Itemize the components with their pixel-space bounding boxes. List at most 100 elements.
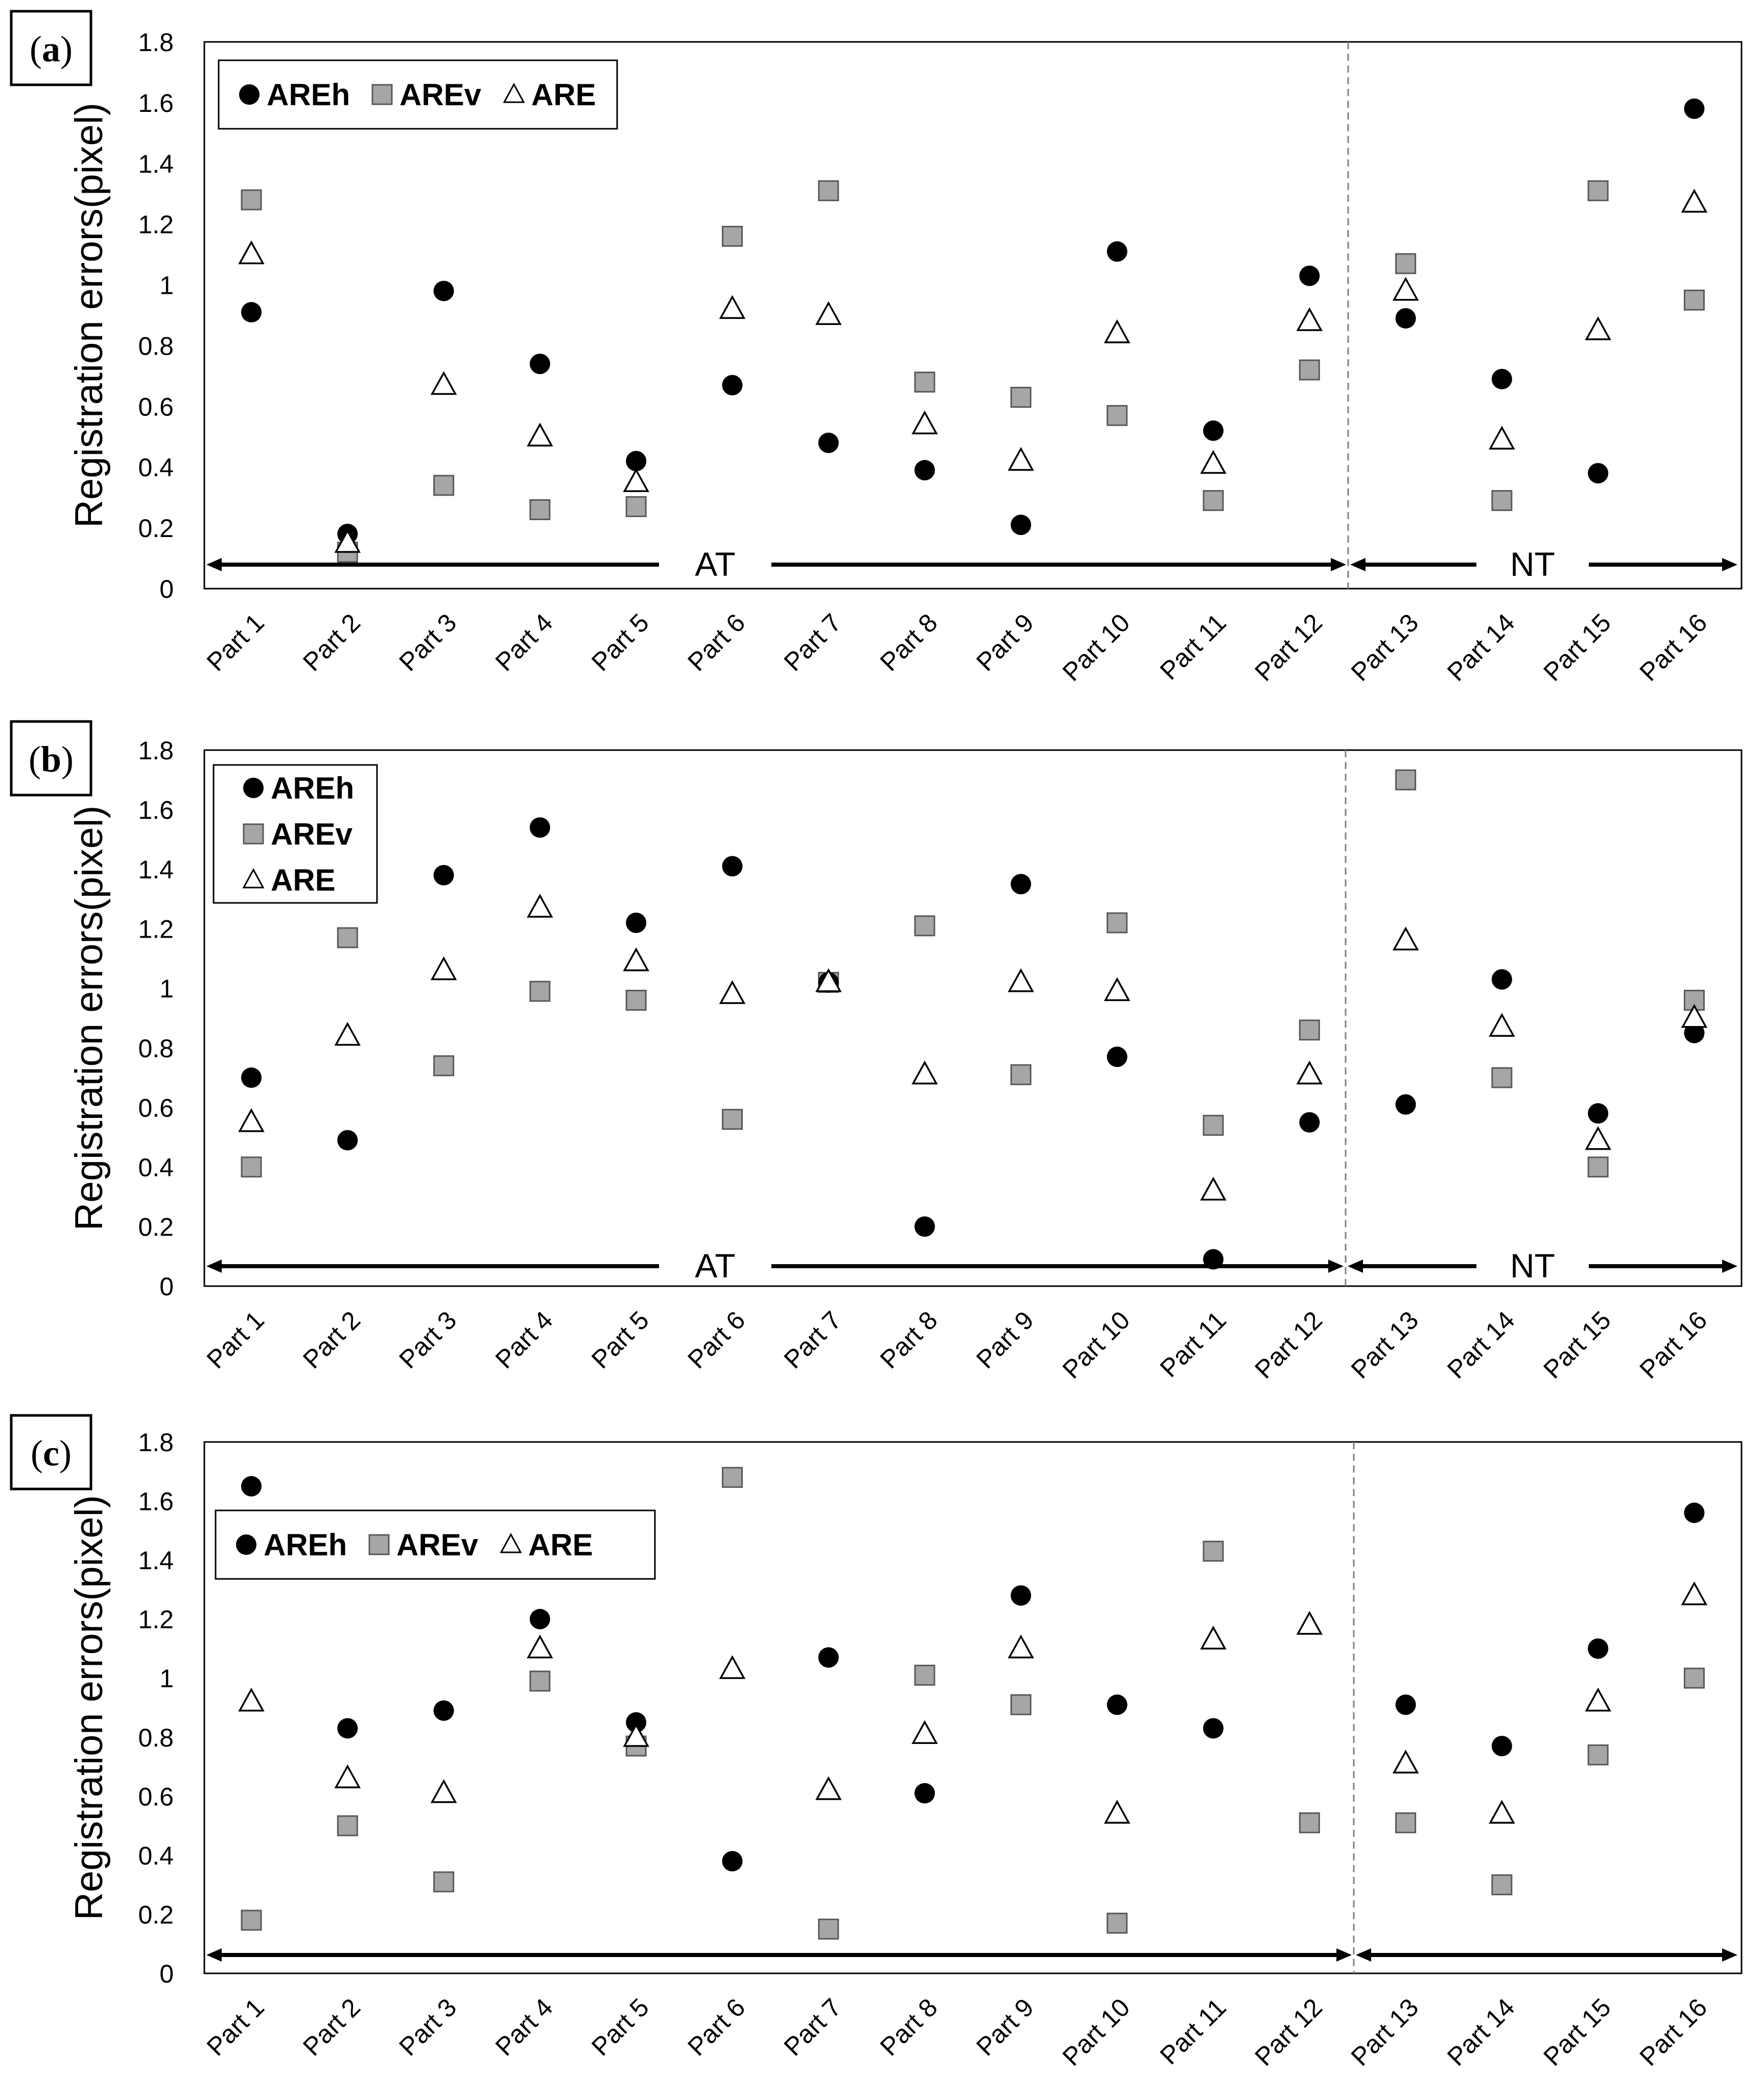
panel-c-areh-point: [529, 1609, 550, 1629]
panel-c-areh-point: [1395, 1694, 1416, 1715]
panel-b-x-tick-label: Part 12: [1249, 1306, 1328, 1384]
panel-b-tag-close: ): [61, 739, 74, 780]
panel-a-x-tick-label: Part 3: [393, 608, 462, 677]
panel-b-y-tick-label: 0.6: [138, 1093, 174, 1122]
panel-a-arrow-at: [206, 558, 1346, 571]
panel-a-y-tick-label: 1.6: [138, 89, 174, 118]
panel-b-tag-box: [10, 720, 92, 797]
panel-b-arev-point: [1491, 1067, 1513, 1088]
panel-a-legend: AREh AREv ARE: [218, 59, 618, 130]
panel-b-areh-point: [1395, 1094, 1416, 1115]
panel-c-arrow-nt: [1356, 1948, 1737, 1962]
panel-a-series-arev: [241, 180, 1705, 563]
panel-c-x-tick-label: Part 2: [297, 1993, 366, 2061]
panel-a-areh-point: [914, 460, 935, 481]
panel-a-tag-text: (a): [30, 29, 73, 69]
panel-b-are-point: [1007, 968, 1034, 992]
panel-b-areh-point: [337, 1130, 358, 1151]
panel-a-are-point: [1681, 189, 1708, 213]
panel-a-areh-point: [1588, 463, 1609, 484]
panel-c-arev-point: [818, 1918, 839, 1940]
panel-b-are-point: [1489, 1013, 1515, 1037]
panel-c-areh-point: [241, 1476, 262, 1497]
panel-c-are-point: [527, 1634, 553, 1659]
panel-b-y-axis-label: Registration errors(pixel): [67, 805, 111, 1230]
panel-c-x-tick-label: Part 6: [682, 1993, 750, 2061]
panel-c-legend-label-are: ARE: [528, 1528, 593, 1562]
panel-a-arev-point: [1491, 490, 1513, 511]
panel-a-legend-box: [218, 59, 618, 130]
panel-a-arev-point: [1010, 387, 1031, 408]
panel-a-are-point: [1489, 426, 1515, 450]
panel-a-x-tick-label: Part 5: [586, 608, 654, 677]
panel-b-are-point: [1103, 977, 1131, 1002]
panel-b-arrow-nt-head-left: [1348, 1260, 1363, 1273]
panel-a-x-tick-label: Part 4: [490, 608, 558, 677]
panel-b-are-point: [238, 1108, 265, 1132]
panel-b-areh-point: [914, 1216, 935, 1237]
panel-b-arev-point: [241, 1156, 262, 1178]
panel-b-arev-point: [1107, 912, 1128, 934]
panel-a-areh-point: [433, 281, 454, 301]
panel-b-x-tick-label: Part 13: [1346, 1306, 1424, 1384]
panel-b-arrow-nt-head-right: [1722, 1260, 1737, 1273]
panel-c-arev-point: [1684, 1667, 1705, 1689]
panel-a-x-tick-label: Part 15: [1538, 608, 1616, 687]
panel-a-group-label-at: AT: [695, 545, 735, 583]
panel-a-tag: (a): [10, 10, 92, 86]
panel-c-y-tick-label: 1: [159, 1664, 174, 1693]
panel-b-arev-point: [625, 990, 647, 1011]
panel-b-areh-point: [1107, 1046, 1127, 1067]
panel-a-legend-label-areh: AREh: [267, 78, 350, 112]
panel-b-arrow-at-head-left: [206, 1260, 222, 1273]
panel-b-arev-point: [337, 927, 358, 948]
panel-a-areh-point: [1299, 265, 1320, 286]
panel-a-areh-point: [722, 375, 743, 395]
panel-b-legend-marker-areh: [243, 778, 264, 798]
panel-c-legend: AREh AREv ARE: [215, 1509, 656, 1580]
panel-a-areh-point: [1395, 308, 1416, 329]
panel-c-x-tick-label: Part 9: [971, 1993, 1039, 2061]
panel-a-are-point: [1103, 319, 1131, 343]
panel-c-are-point: [430, 1779, 457, 1803]
panel-a-y-axis-label: Registration errors(pixel): [67, 103, 111, 528]
panel-b-series-arev: [241, 769, 1705, 1178]
panel-b-y-tick-label: 0.8: [138, 1034, 174, 1063]
panel-c-areh-point: [1491, 1736, 1512, 1757]
panel-a-arev-point: [1299, 359, 1320, 381]
panel-c-arev-point: [722, 1466, 743, 1488]
panel-c-are-point: [719, 1655, 746, 1679]
panel-a-arrow-nt-head-right: [1722, 558, 1737, 571]
panel-b-areh-point: [433, 865, 454, 886]
panel-a-x-tick-label: Part 14: [1442, 608, 1520, 687]
panel-a-y-tick-label: 0.8: [138, 332, 174, 360]
panel-b-arev-point: [1587, 1156, 1609, 1178]
panel-a-x-tick-label: Part 12: [1249, 608, 1328, 687]
panel-a-arev-point: [1203, 490, 1224, 511]
panel-b-y-tick-label: 0.2: [138, 1213, 174, 1241]
panel-b-areh-point: [626, 913, 647, 934]
panel-a-y-tick-label: 1.2: [138, 211, 174, 239]
panel-a-areh-point: [818, 432, 839, 453]
panel-c-are-point: [1489, 1800, 1515, 1824]
panel-c-arrow-at: [206, 1948, 1352, 1962]
panel-b-arev-point: [1010, 1064, 1031, 1085]
panel-b-arev-point: [1299, 1019, 1320, 1041]
panel-a-legend-label-arev: AREv: [399, 78, 482, 112]
panel-a-are-point: [1296, 307, 1323, 331]
panel-c-are-point: [1007, 1634, 1034, 1659]
panel-b-y-tick-label: 1: [159, 974, 174, 1003]
panel-b-areh-point: [529, 817, 550, 838]
panel-a-legend-marker-areh: [239, 84, 260, 105]
panel-a-x-tick-label: Part 16: [1634, 608, 1713, 687]
panel-a-are-point: [623, 468, 649, 492]
panel-b-y-tick-label: 1.4: [138, 855, 174, 884]
panel-b-tag-open: (: [29, 739, 41, 780]
panel-c-plot-frame: [203, 1441, 1743, 1974]
panel-a-arrow-at-head-right: [1331, 558, 1346, 571]
panel-b-areh-point: [1299, 1112, 1320, 1133]
panel-a-arev-point: [1107, 405, 1128, 426]
panel-b-areh-point: [241, 1067, 262, 1088]
panel-a-arev-point: [529, 499, 551, 520]
panel-a-x-tick-label: Part 9: [971, 608, 1039, 677]
